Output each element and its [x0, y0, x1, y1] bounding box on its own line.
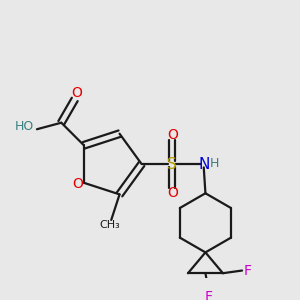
Text: S: S: [167, 157, 177, 172]
Text: O: O: [167, 186, 178, 200]
Text: F: F: [205, 290, 213, 300]
Text: CH₃: CH₃: [99, 220, 120, 230]
Text: F: F: [244, 263, 252, 278]
Text: HO: HO: [15, 120, 34, 133]
Text: O: O: [71, 86, 82, 100]
Text: N: N: [198, 157, 209, 172]
Text: O: O: [167, 128, 178, 142]
Text: H: H: [210, 157, 220, 169]
Text: O: O: [72, 178, 83, 191]
